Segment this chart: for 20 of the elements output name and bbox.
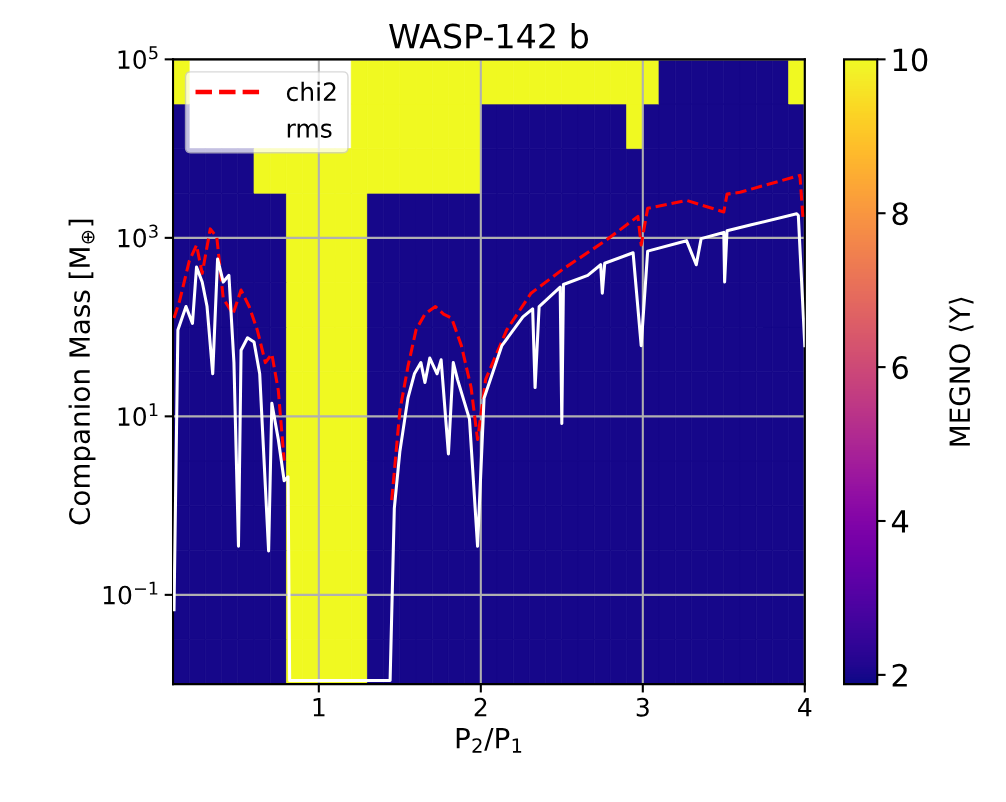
legend-label: chi2 <box>286 81 336 102</box>
x-tick-label: 4 <box>798 698 812 717</box>
color-bar-label: 4 <box>891 510 909 533</box>
y-tick-label: 10$^{1}$ <box>118 403 158 427</box>
x-tick-label: 2 <box>474 697 487 717</box>
x-tick-label: 1 <box>313 698 325 717</box>
x-tick-label: 3 <box>636 697 649 717</box>
color-bar-label: 2 <box>892 663 907 687</box>
color-bar-title: MEGNO ⟨Y⟩ <box>948 297 974 446</box>
color-bar-label: 10 <box>893 48 928 72</box>
y-axis-title: Companion Mass [M$_{⊕}$] <box>68 219 96 525</box>
text: rms <box>287 123 332 138</box>
x-axis-title: P$_{2}$/P$_{1}$ <box>456 727 522 753</box>
y-tick-label: 10$^{−1}$ <box>103 581 158 605</box>
chart-title: WASP-142 b <box>389 22 589 49</box>
y-tick-label: 10$^{5}$ <box>118 46 158 70</box>
color-bar-label: 6 <box>892 356 908 380</box>
y-tick-label: 10$^{3}$ <box>118 224 158 248</box>
line-series <box>173 212 805 682</box>
color-bar-label: 8 <box>892 202 908 226</box>
